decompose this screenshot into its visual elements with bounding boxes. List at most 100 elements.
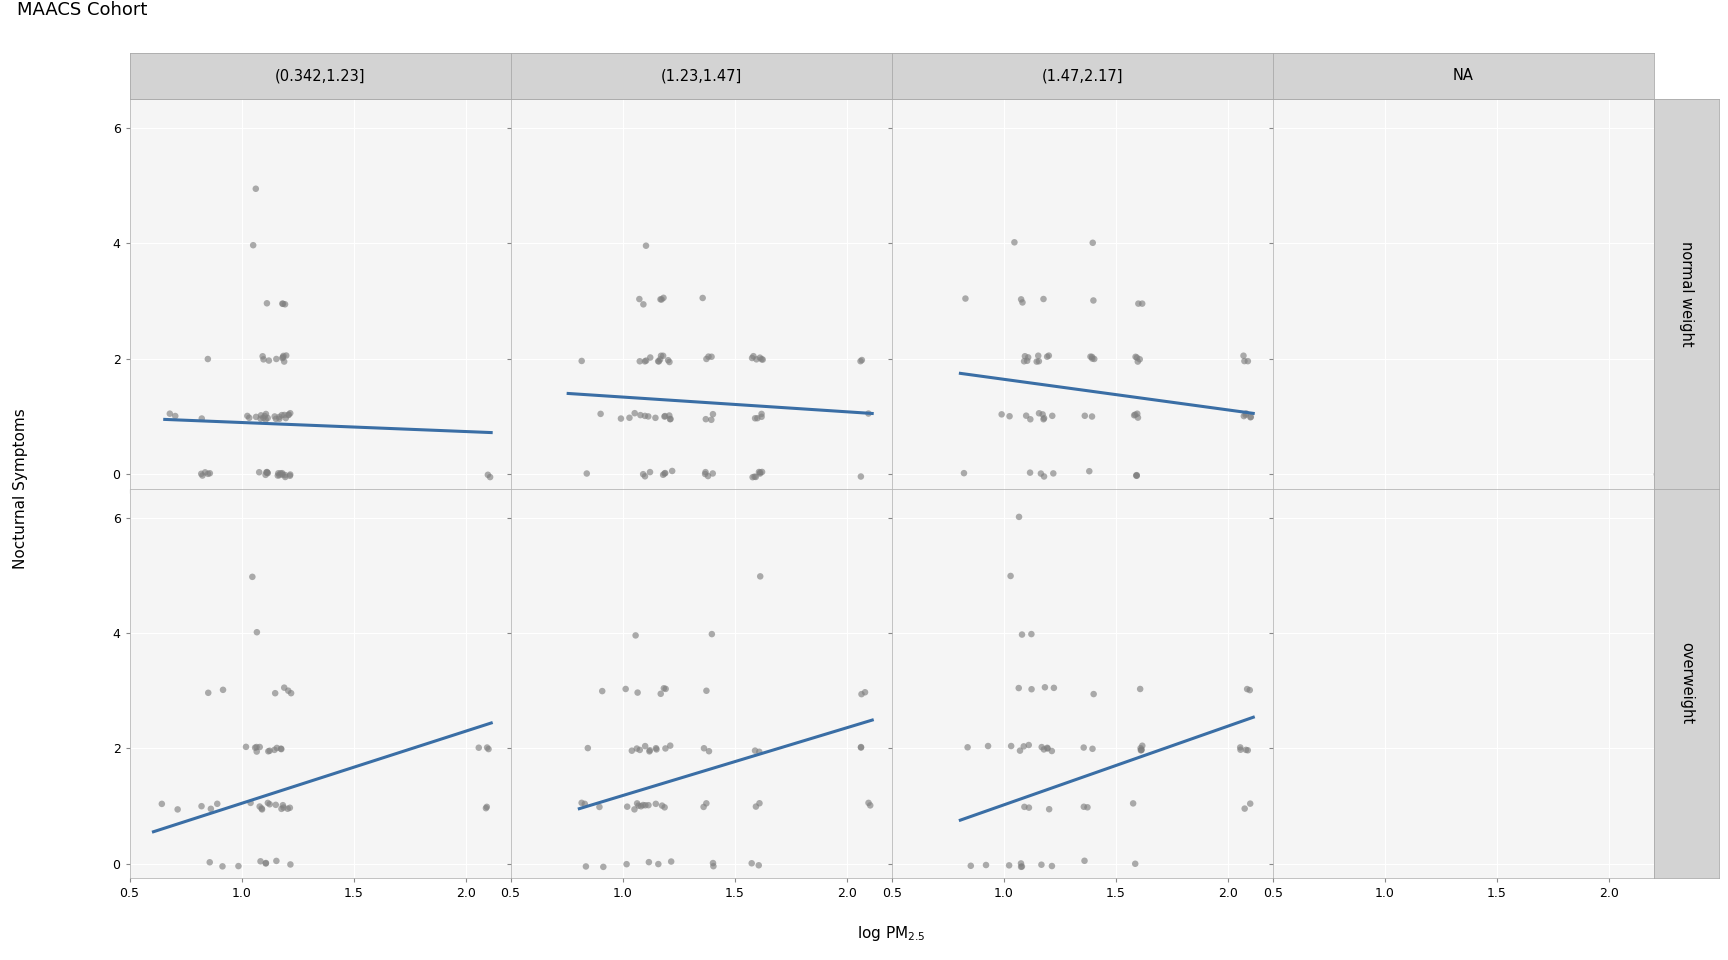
Text: (1.23,1.47]: (1.23,1.47] [660,68,741,84]
Point [743,351,771,367]
Point [855,406,883,421]
Point [1121,349,1149,365]
Point [276,405,304,420]
Point [1007,859,1035,875]
Point [586,800,613,815]
Point [1121,856,1149,872]
Point [689,740,717,756]
Point [741,799,769,814]
Point [973,857,1001,873]
Point [1120,408,1147,423]
Point [472,801,499,816]
Point [247,801,275,816]
Point [204,796,232,811]
Point [1030,411,1058,426]
Point [1078,349,1106,365]
Text: NA: NA [1453,68,1474,84]
Point [700,406,727,421]
Point [1071,853,1099,869]
Point [1070,799,1097,814]
Point [188,799,216,814]
Point [271,407,299,422]
Point [1039,858,1066,874]
Point [643,796,670,811]
Point [195,854,223,870]
Point [1014,349,1042,365]
Point [651,741,679,756]
Point [240,237,268,252]
Point [271,469,299,485]
Point [957,858,985,874]
Point [995,857,1023,873]
Point [1230,353,1258,369]
Point [847,740,874,756]
Point [651,466,679,481]
Point [1077,349,1104,365]
Point [242,409,270,424]
Point [1006,509,1033,524]
Point [1039,408,1066,423]
Point [1033,740,1061,756]
Point [695,468,722,484]
Point [465,740,492,756]
Point [645,353,672,369]
Point [252,406,280,421]
Point [149,796,176,811]
Point [1028,407,1056,422]
Point [620,802,648,817]
Point [270,348,297,364]
Point [1007,627,1035,642]
Point [268,467,295,482]
Point [1127,682,1154,697]
Point [651,409,679,424]
Point [648,798,676,813]
Point [574,740,601,756]
Point [252,468,280,483]
Point [268,407,295,422]
Point [607,411,634,426]
Point [252,465,280,480]
Point [1078,741,1106,756]
Point [1237,410,1265,425]
Point [247,853,275,869]
Point [276,685,304,701]
Point [632,353,660,369]
Point [276,468,304,484]
Point [1011,348,1039,364]
Point [612,682,639,697]
Point [631,353,658,369]
Point [276,856,304,872]
Point [271,411,299,426]
Point [1237,796,1265,811]
Point [268,296,295,311]
Point [1237,409,1265,424]
Point [273,801,301,816]
Point [270,354,297,370]
Text: MAACS Cohort: MAACS Cohort [17,1,147,19]
Point [650,681,677,696]
Point [695,744,722,759]
Point [698,627,726,642]
Point [473,468,501,483]
Point [748,351,776,367]
Point [1080,293,1108,308]
Point [636,744,664,759]
Point [745,465,772,480]
Point [1234,682,1261,697]
Point [242,739,270,755]
Point [1230,801,1258,816]
Point [950,466,978,481]
Point [848,686,876,702]
Point [997,568,1025,584]
Point [256,353,283,369]
Point [952,291,980,306]
Point [275,407,302,422]
Point [247,408,275,423]
Point [244,625,271,640]
Point [626,742,653,757]
Point [1001,234,1028,250]
Point [270,349,297,365]
Point [748,465,776,480]
Point [748,409,776,424]
Point [263,797,290,812]
